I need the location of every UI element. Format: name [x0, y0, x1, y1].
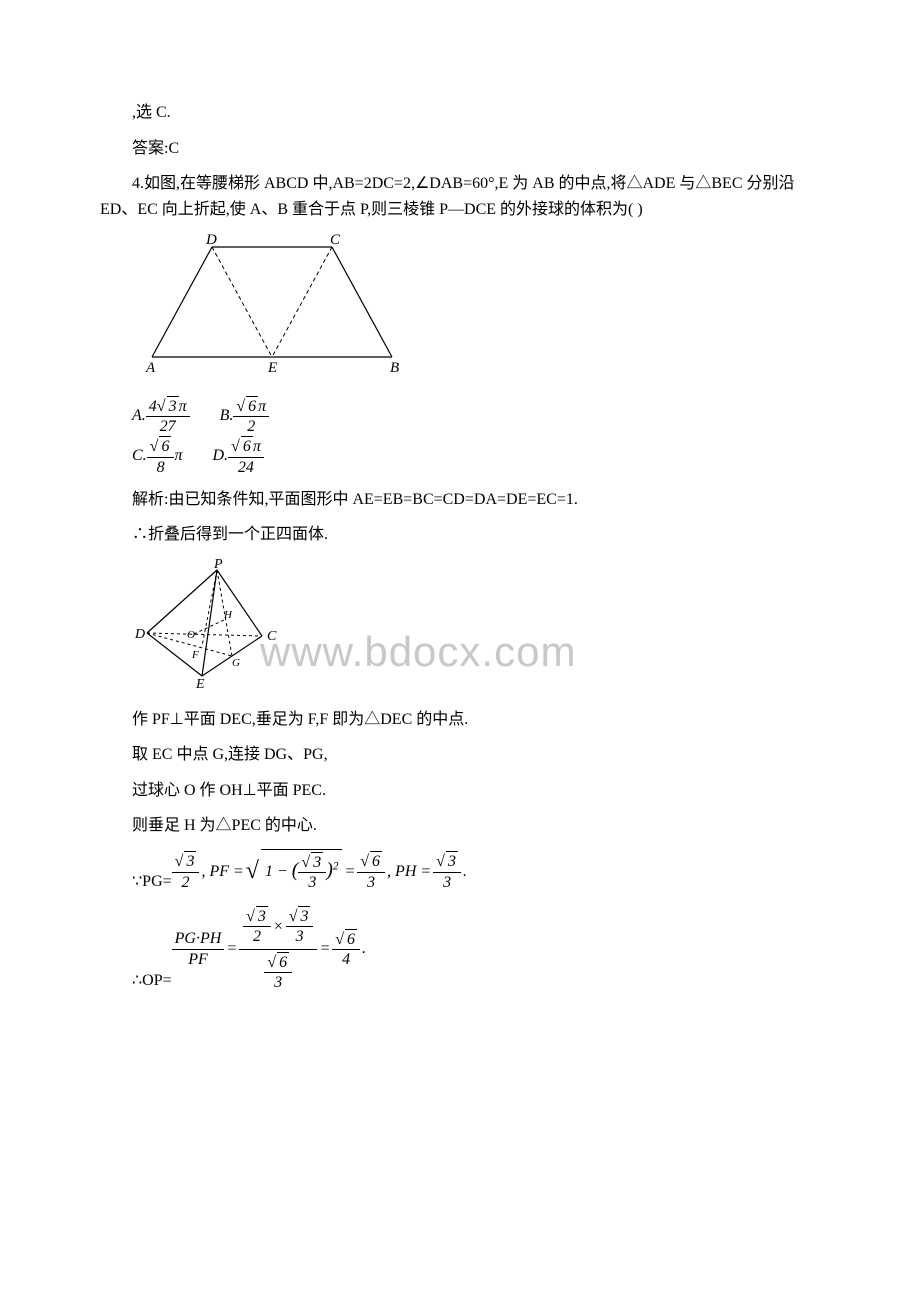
svg-text:C: C — [267, 629, 277, 644]
text-answer: 答案:C — [100, 136, 820, 162]
svg-text:G: G — [232, 657, 240, 669]
svg-text:C: C — [330, 232, 341, 248]
svg-text:B: B — [390, 360, 399, 376]
svg-text:H: H — [223, 609, 233, 621]
choice-b: B.√6π2 — [220, 396, 270, 436]
diagram-tetrahedron: P D C E F G H O — [132, 558, 820, 697]
solution-line-2: ∴折叠后得到一个正四面体. — [100, 522, 820, 548]
choice-d: D.√6π24 — [212, 436, 263, 476]
svg-text:D: D — [134, 627, 145, 642]
choice-a: A.4√3π27 — [132, 396, 190, 436]
svg-text:A: A — [145, 360, 156, 376]
solution-line-3: 作 PF⊥平面 DEC,垂足为 F,F 即为△DEC 的中点. — [100, 707, 820, 733]
text-line-1: ,选 C. — [100, 100, 820, 126]
choice-list: A.4√3π27 B.√6π2 C.√68π D.√6π24 — [132, 396, 820, 477]
svg-text:E: E — [267, 360, 277, 376]
solution-line-1: 解析:由已知条件知,平面图形中 AE=EB=BC=CD=DA=DE=EC=1. — [100, 487, 820, 513]
solution-line-4: 取 EC 中点 G,连接 DG、PG, — [100, 742, 820, 768]
solution-line-5: 过球心 O 作 OH⊥平面 PEC. — [100, 778, 820, 804]
svg-text:P: P — [213, 558, 223, 572]
equation-pg-pf-ph: ∵PG= √32 , PF = √1 − (√33)2 = √63 , PH =… — [132, 849, 820, 894]
equation-op: ∴OP= PG·PHPF = √32 × √33 √63 = √64 . — [132, 904, 820, 994]
question-4-text: 4.如图,在等腰梯形 ABCD 中,AB=2DC=2,∠DAB=60°,E 为 … — [100, 171, 820, 222]
svg-text:F: F — [191, 649, 199, 661]
solution-line-6: 则垂足 H 为△PEC 的中心. — [100, 813, 820, 839]
svg-text:O: O — [187, 629, 195, 641]
svg-text:D: D — [205, 232, 217, 248]
svg-text:E: E — [195, 677, 205, 688]
diagram-trapezoid: A B D C E — [132, 232, 820, 386]
choice-c: C.√68π — [132, 436, 182, 476]
